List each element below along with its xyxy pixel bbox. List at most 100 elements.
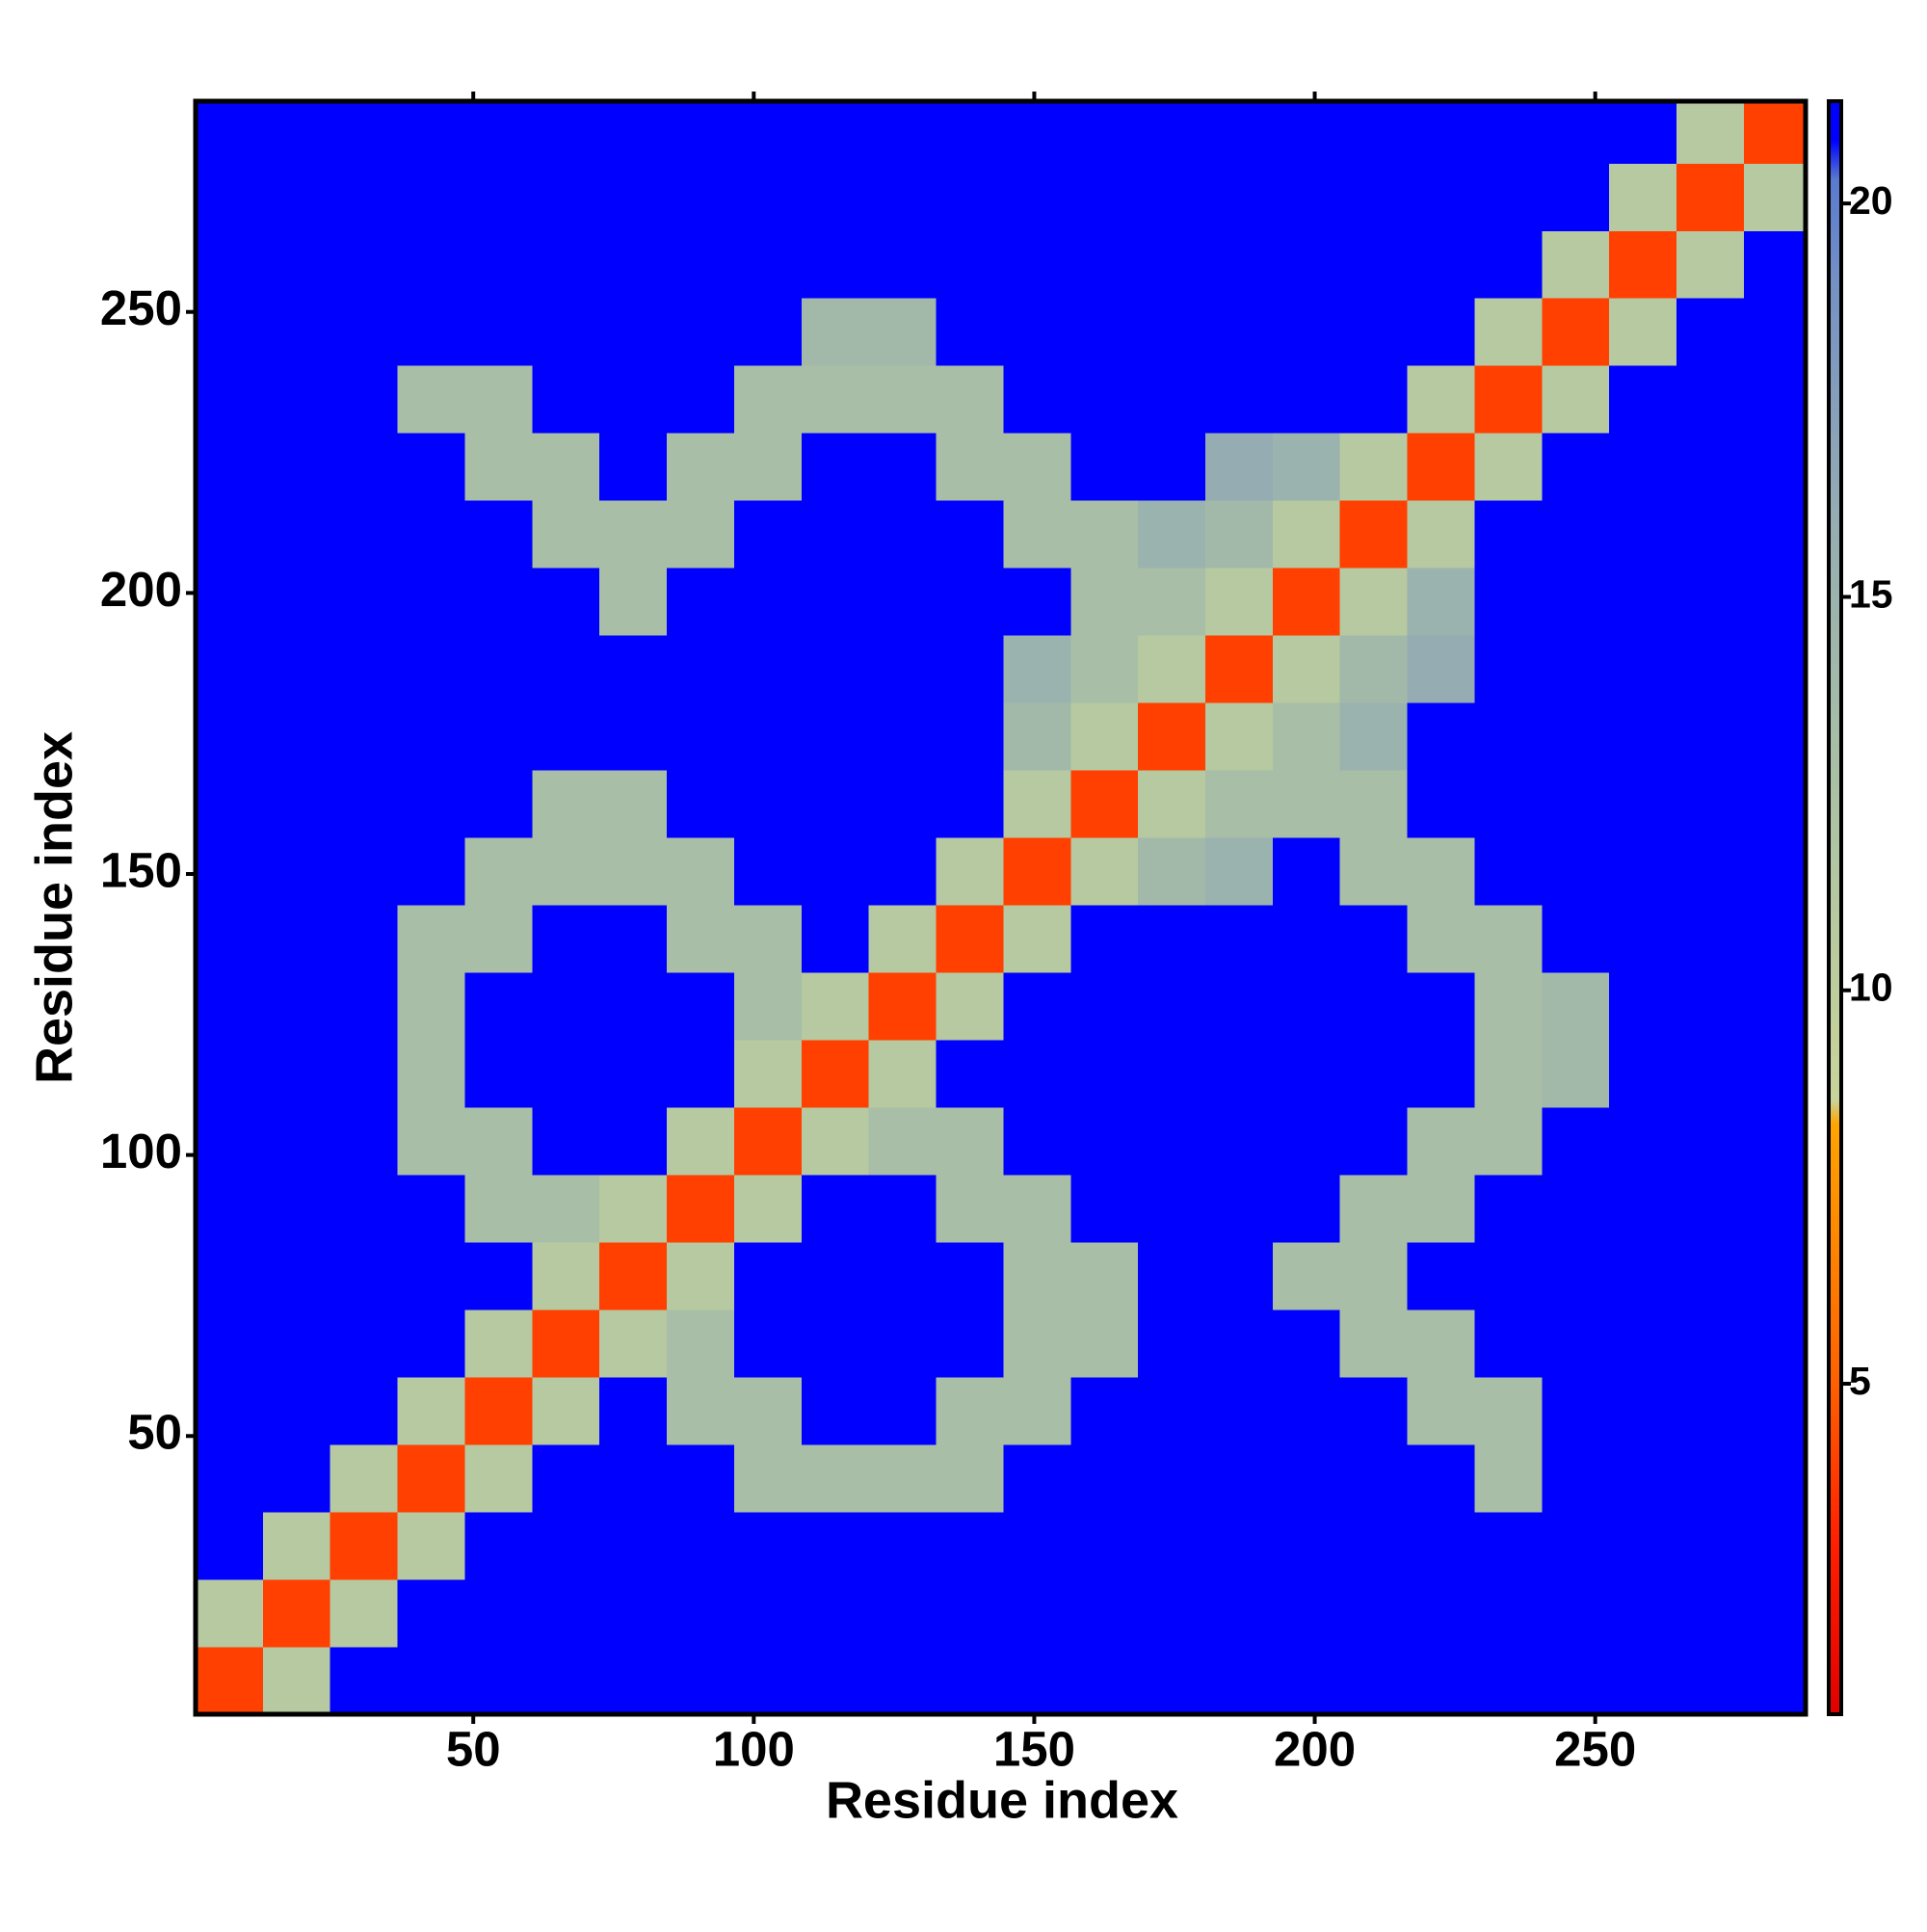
- heatmap-cell: [868, 702, 937, 771]
- colorbar-tick-label: 10: [1849, 966, 1893, 1010]
- heatmap-cell: [397, 1175, 466, 1243]
- heatmap-cell: [1272, 230, 1341, 299]
- heatmap-cell: [1003, 1310, 1071, 1378]
- heatmap-cell: [936, 770, 1005, 838]
- heatmap-cell: [330, 230, 399, 299]
- heatmap-cell: [1743, 702, 1807, 771]
- heatmap-cell: [330, 500, 399, 569]
- heatmap-cell: [397, 163, 466, 231]
- heatmap-cell: [464, 1040, 533, 1108]
- heatmap-cell: [1070, 433, 1139, 501]
- heatmap-cell: [1138, 1377, 1206, 1445]
- heatmap-cell: [1339, 1647, 1409, 1715]
- heatmap-cell: [1542, 1242, 1610, 1310]
- heatmap-cell: [599, 365, 668, 434]
- heatmap-cell: [1138, 163, 1206, 231]
- heatmap-cell: [397, 1512, 466, 1580]
- heatmap-cell: [936, 500, 1005, 569]
- heatmap-cell: [330, 1107, 399, 1176]
- heatmap-cell: [1676, 1107, 1745, 1176]
- heatmap-cell: [1407, 1107, 1476, 1176]
- heatmap-cell: [1003, 101, 1071, 164]
- heatmap-cell: [667, 905, 735, 973]
- heatmap-cell: [733, 1040, 803, 1108]
- heatmap-cell: [1676, 1175, 1745, 1243]
- heatmap-cell: [868, 101, 937, 164]
- heatmap-cell: [196, 1107, 264, 1176]
- heatmap-cell: [1205, 1242, 1274, 1310]
- heatmap-cell: [599, 1175, 668, 1243]
- heatmap-cell: [1474, 101, 1543, 164]
- heatmap-cell: [1272, 101, 1341, 164]
- heatmap-cell: [1138, 1107, 1206, 1176]
- heatmap-cell: [1474, 1175, 1543, 1243]
- heatmap-cell: [1138, 298, 1206, 366]
- heatmap-cell: [1003, 1512, 1071, 1580]
- heatmap-cell: [1003, 1579, 1071, 1648]
- heatmap-cell: [196, 1377, 264, 1445]
- heatmap-cell: [397, 1647, 466, 1715]
- heatmap-cell: [1609, 1377, 1677, 1445]
- heatmap-cell: [532, 1310, 600, 1378]
- heatmap-cell: [1407, 298, 1476, 366]
- heatmap-cell: [1542, 500, 1610, 569]
- heatmap-cell: [1474, 1310, 1543, 1378]
- heatmap-cell: [1070, 500, 1139, 569]
- heatmap-cell: [330, 905, 399, 973]
- heatmap-cell: [733, 163, 803, 231]
- heatmap-cell: [801, 1512, 870, 1580]
- heatmap-cell: [1339, 1512, 1409, 1580]
- heatmap-cell: [1542, 298, 1610, 366]
- heatmap-cell: [1474, 230, 1543, 299]
- heatmap-cell: [532, 702, 600, 771]
- heatmap-cell: [1609, 1242, 1677, 1310]
- heatmap-cell: [1003, 230, 1071, 299]
- heatmap-cell: [1743, 101, 1807, 164]
- heatmap-cell: [1205, 1579, 1274, 1648]
- heatmap-cell: [1542, 1040, 1610, 1108]
- heatmap-cell: [1474, 770, 1543, 838]
- heatmap-cell: [599, 1040, 668, 1108]
- heatmap-cell: [1070, 1310, 1139, 1378]
- heatmap-cell: [262, 298, 331, 366]
- heatmap-cell: [1743, 1647, 1807, 1715]
- heatmap-cell: [330, 1040, 399, 1108]
- heatmap-cell: [868, 230, 937, 299]
- heatmap-cell: [262, 1175, 331, 1243]
- heatmap-cell: [330, 770, 399, 838]
- heatmap-cell: [262, 1579, 331, 1648]
- heatmap-cell: [1339, 365, 1409, 434]
- heatmap-cell: [1609, 1310, 1677, 1378]
- heatmap-cell: [599, 1310, 668, 1378]
- heatmap-cell: [532, 500, 600, 569]
- y-tick-label: 100: [100, 1124, 182, 1178]
- heatmap-cell: [1138, 433, 1206, 501]
- heatmap-cell: [1138, 1647, 1206, 1715]
- heatmap-cell: [196, 1242, 264, 1310]
- heatmap-cell: [936, 905, 1005, 973]
- heatmap-cell: [1003, 365, 1071, 434]
- heatmap-cell: [1003, 163, 1071, 231]
- heatmap-cell: [1407, 500, 1476, 569]
- heatmap-cell: [936, 635, 1005, 703]
- heatmap-cell: [532, 1512, 600, 1580]
- heatmap-cell: [1609, 365, 1677, 434]
- heatmap-cell: [1743, 230, 1807, 299]
- heatmap-cell: [1474, 635, 1543, 703]
- heatmap-cell: [1205, 1175, 1274, 1243]
- heatmap-cell: [1205, 905, 1274, 973]
- heatmap-cell: [801, 702, 870, 771]
- heatmap-cell: [1542, 1647, 1610, 1715]
- heatmap-cell: [936, 1647, 1005, 1715]
- heatmap-cell: [868, 1579, 937, 1648]
- heatmap-cell: [1339, 1040, 1409, 1108]
- heatmap-cell: [1676, 770, 1745, 838]
- heatmap-cell: [868, 1310, 937, 1378]
- heatmap-cell: [196, 837, 264, 906]
- heatmap-cell: [936, 1107, 1005, 1176]
- heatmap-cell: [1138, 1175, 1206, 1243]
- heatmap-cell: [1138, 1310, 1206, 1378]
- heatmap-cell: [1205, 635, 1274, 703]
- heatmap-cell: [1205, 365, 1274, 434]
- heatmap-cell: [397, 1040, 466, 1108]
